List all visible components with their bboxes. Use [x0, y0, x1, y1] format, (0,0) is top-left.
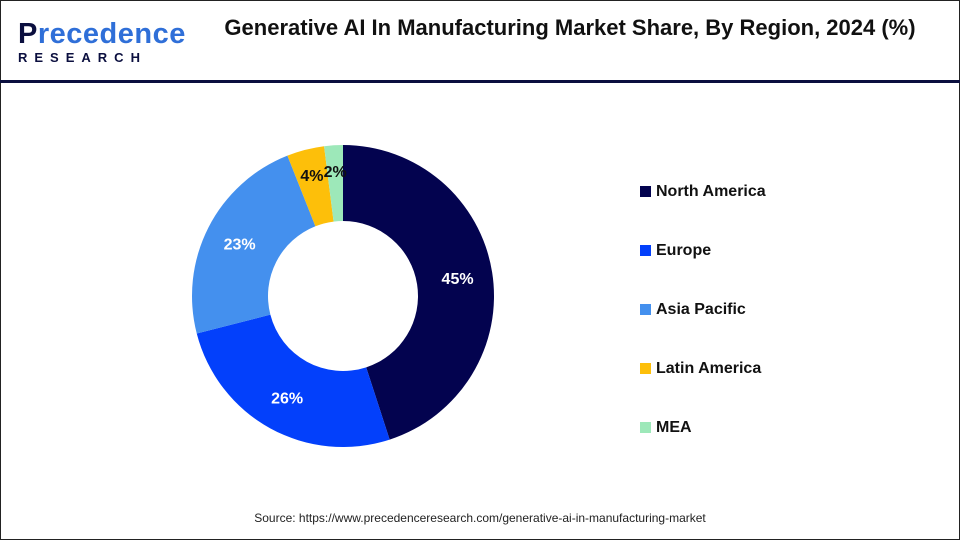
- data-label: 2%: [324, 164, 347, 181]
- data-label: 26%: [271, 391, 303, 408]
- legend-label: Europe: [656, 241, 712, 259]
- slice-latin-america: [287, 146, 334, 227]
- legend-label: MEA: [656, 418, 692, 436]
- legend-item: MEA: [640, 398, 766, 457]
- source-text: Source: https://www.precedenceresearch.c…: [254, 511, 706, 525]
- slice-asia-pacific: [191, 155, 316, 334]
- header: Precedence RESEARCH Generative AI In Man…: [0, 0, 960, 83]
- chart-title: Generative AI In Manufacturing Market Sh…: [224, 15, 916, 40]
- precedence-research-logo: Precedence RESEARCH: [18, 18, 186, 66]
- slice-mea: [324, 145, 343, 222]
- legend-swatch: [640, 304, 651, 315]
- legend-item: Europe: [640, 221, 766, 280]
- logo-bottom: RESEARCH: [18, 50, 147, 65]
- legend-swatch: [640, 422, 651, 433]
- legend-label: Asia Pacific: [656, 300, 746, 318]
- legend-item: North America: [640, 162, 766, 221]
- legend-label: North America: [656, 182, 766, 200]
- data-label: 23%: [224, 236, 256, 253]
- slice-north-america: [343, 145, 494, 440]
- legend-swatch: [640, 363, 651, 374]
- legend-item: Latin America: [640, 339, 766, 398]
- data-label: 4%: [300, 168, 323, 185]
- slice-europe: [196, 314, 390, 447]
- data-label: 45%: [442, 271, 474, 288]
- legend-swatch: [640, 186, 651, 197]
- legend: North America Europe Asia Pacific Latin Ame…: [640, 162, 766, 457]
- legend-label: Latin America: [656, 359, 762, 377]
- legend-swatch: [640, 245, 651, 256]
- legend-item: Asia Pacific: [640, 280, 766, 339]
- logo-top: Precedence: [18, 18, 186, 50]
